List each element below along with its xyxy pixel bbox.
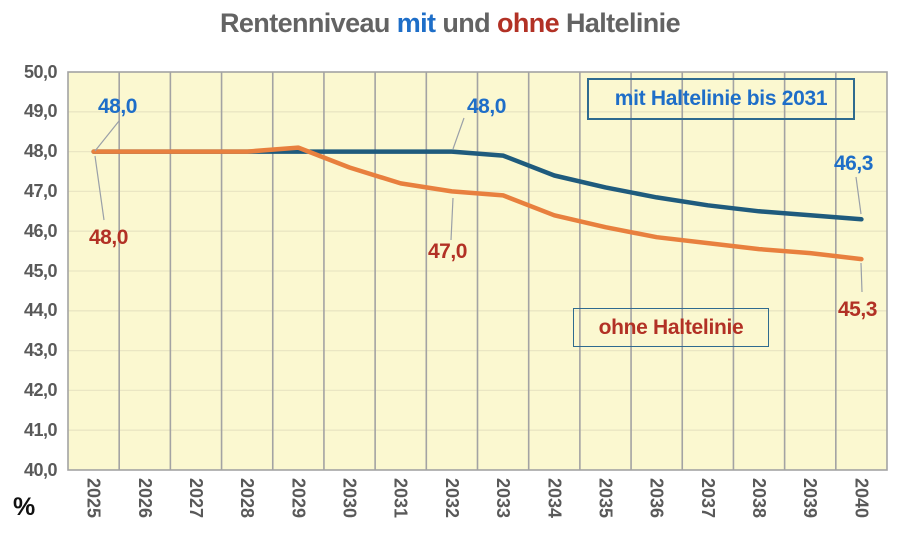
data-label-ohne-2032: 47,0 — [428, 240, 467, 263]
y-tick-label: 46,0 — [23, 220, 58, 241]
x-tick-label: 2040 — [851, 478, 872, 519]
data-label-mit-2040: 46,3 — [834, 152, 873, 175]
leader-line — [860, 262, 863, 293]
y-tick-label: 45,0 — [23, 260, 58, 281]
title-part-rentenniveau: Rentenniveau — [219, 8, 390, 38]
x-tick-label: 2032 — [441, 478, 462, 519]
y-tick-label: 50,0 — [23, 61, 58, 82]
leader-line — [450, 197, 454, 241]
x-tick-label: 2039 — [800, 478, 821, 519]
y-tick-label: 42,0 — [23, 379, 58, 400]
y-tick-label: 47,0 — [23, 180, 58, 201]
legend-mit-label: mit Haltelinie bis 2031 — [614, 87, 828, 110]
leader-line — [855, 176, 862, 215]
x-tick-label: 2036 — [646, 478, 667, 519]
y-tick-label: 41,0 — [23, 419, 58, 440]
x-tick-label: 2037 — [697, 478, 718, 519]
leader-line — [452, 117, 465, 150]
y-tick-label: 48,0 — [23, 141, 58, 162]
x-tick-label: 2029 — [288, 478, 309, 519]
title-part-mit: mit — [396, 8, 436, 38]
x-tick-label: 2025 — [83, 478, 104, 519]
x-tick-label: 2026 — [134, 478, 155, 519]
leader-line — [94, 120, 120, 152]
series-line-ohne-haltelinie — [91, 145, 864, 262]
legend-ohne-haltelinie: ohne Haltelinie — [573, 308, 769, 347]
y-axis-unit-label: % — [13, 493, 36, 521]
data-label-ohne-2040: 45,3 — [838, 298, 877, 321]
legend-ohne-label: ohne Haltelinie — [598, 315, 744, 339]
x-tick-label: 2034 — [544, 478, 565, 519]
y-tick-label: 49,0 — [23, 101, 58, 122]
x-tick-label: 2031 — [390, 478, 411, 519]
y-tick-label: 40,0 — [23, 459, 58, 480]
x-tick-label: 2030 — [339, 478, 360, 519]
x-tick-label: 2035 — [595, 478, 616, 519]
y-tick-label: 44,0 — [23, 300, 58, 321]
title-part-und: und — [442, 8, 491, 38]
chart-title: Rentenniveau mit und ohne Haltelinie — [0, 8, 900, 39]
plot-border — [67, 71, 888, 471]
x-tick-label: 2027 — [185, 478, 206, 519]
y-tick-label: 43,0 — [23, 340, 58, 361]
x-tick-label: 2033 — [493, 478, 514, 519]
x-tick-label: 2038 — [749, 478, 770, 519]
leader-line — [94, 155, 105, 221]
data-label-mit-2025: 48,0 — [98, 95, 137, 118]
x-tick-label: 2028 — [237, 478, 258, 519]
legend-mit-haltelinie: mit Haltelinie bis 2031 — [587, 78, 855, 120]
title-part-ohne: ohne — [496, 8, 560, 38]
data-label-mit-2032: 48,0 — [467, 95, 506, 118]
data-label-ohne-2025: 48,0 — [89, 226, 128, 249]
title-part-haltelinie: Haltelinie — [565, 8, 681, 38]
